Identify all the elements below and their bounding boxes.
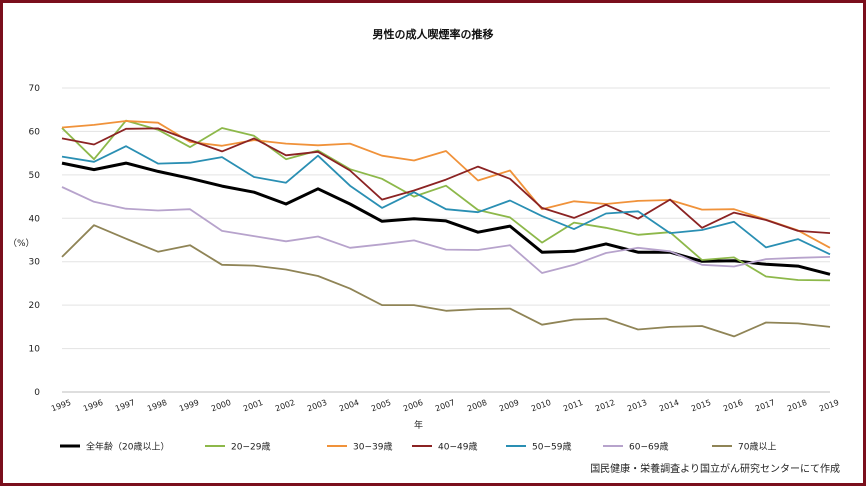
legend-label: 30−39歳 [353,441,392,453]
x-tick-label: 2008 [466,398,488,413]
chart-title: 男性の成人喫煙率の推移 [372,28,494,41]
series-line [61,161,831,276]
x-tick-label: 2014 [658,398,680,413]
source-note: 国民健康・栄養調査より国立がん研究センターにて作成 [590,464,840,475]
y-tick-label: 70 [29,84,41,94]
x-tick-label: 2000 [210,398,232,413]
series-line [61,224,831,338]
x-axis-label: 年 [414,421,424,431]
y-tick-label: 50 [29,171,41,181]
x-tick-label: 2003 [306,398,328,413]
legend-label: 全年齢（20歳以上） [86,441,169,453]
x-tick-label: 2001 [242,398,264,413]
y-tick-label: 10 [29,345,41,355]
x-tick-label: 2013 [626,398,648,413]
legend-label: 50−59歳 [532,441,571,453]
x-tick-label: 2009 [498,398,520,413]
legend-label: 60−69歳 [629,441,668,453]
y-tick-label: 0 [34,388,40,398]
x-tick-label: 1998 [146,398,168,413]
legend-label: 70歳以上 [738,441,776,453]
series-line [61,127,831,234]
legend-label: 20−29歳 [231,441,270,453]
x-tick-label: 1997 [114,398,136,413]
x-tick-label: 2005 [370,398,392,413]
x-tick-label: 2004 [338,398,360,413]
series-line [61,120,831,249]
x-tick-label: 2017 [754,398,776,413]
x-tick-label: 2012 [594,398,616,413]
series-line [61,145,831,256]
legend-label: 40−49歳 [438,441,477,453]
x-tick-label: 2016 [722,398,744,413]
x-tick-label: 2010 [530,398,552,413]
x-tick-label: 1996 [82,398,104,413]
y-tick-label: 40 [29,214,41,224]
y-axis-label: （%） [8,239,35,249]
x-tick-label: 2007 [434,398,456,413]
series-line [61,119,831,282]
y-tick-label: 20 [29,301,41,311]
x-tick-label: 1995 [50,398,72,413]
x-tick-label: 1999 [178,398,200,413]
y-tick-label: 30 [29,258,41,268]
x-tick-label: 2006 [402,398,424,413]
x-tick-label: 2015 [690,398,712,413]
x-tick-label: 2002 [274,398,296,413]
y-tick-label: 60 [29,127,41,137]
x-tick-label: 2011 [562,398,584,413]
series-line [61,186,831,274]
x-tick-label: 2019 [818,398,840,413]
x-tick-label: 2018 [786,398,808,413]
